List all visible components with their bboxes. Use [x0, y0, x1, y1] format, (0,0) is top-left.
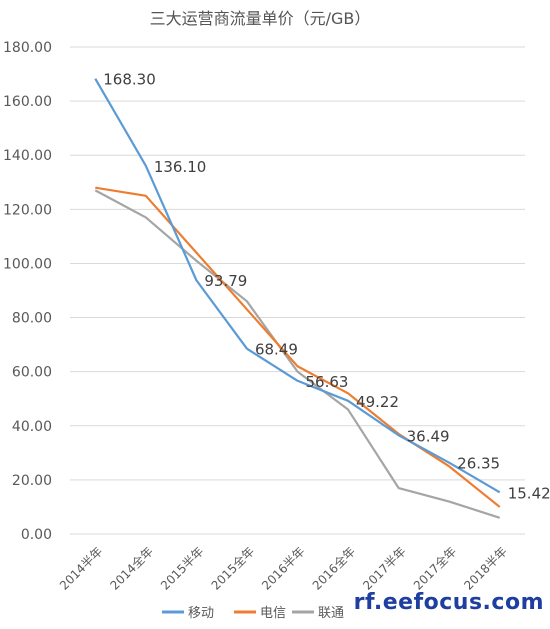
- data-label: 15.42: [508, 484, 550, 502]
- legend-label: 移动: [188, 606, 214, 621]
- y-axis: 0.00 20.00 40.00 60.00 80.00 100.00 120.00 140.…: [3, 40, 52, 543]
- data-label: 93.79: [204, 272, 247, 290]
- y-tick-label: 60.00: [12, 365, 52, 381]
- y-tick-label: 0.00: [21, 527, 52, 543]
- series-line-联通: [94, 189, 501, 519]
- y-tick-label: 160.00: [3, 94, 52, 110]
- x-tick-label: 2014半年: [57, 544, 105, 592]
- x-tick-label: 2015半年: [158, 544, 206, 592]
- x-tick-label: 2015全年: [208, 544, 257, 593]
- y-tick-label: 100.00: [3, 256, 52, 272]
- watermark-text: rf.eefocus.com: [353, 590, 544, 615]
- data-label: 136.10: [154, 158, 207, 176]
- data-label: 49.22: [356, 393, 399, 411]
- x-tick-label: 2016半年: [259, 544, 307, 592]
- series-line-电信: [95, 186, 501, 508]
- series-line-移动: [94, 78, 501, 494]
- legend: 移动 电信 联通: [162, 606, 344, 621]
- y-tick-label: 80.00: [12, 311, 52, 327]
- data-label: 168.30: [103, 71, 155, 89]
- x-tick-label: 2017半年: [360, 544, 408, 592]
- data-label: 56.63: [306, 373, 349, 391]
- x-axis: 2014半年 2014全年 2015半年 2015全年 2016半年 2016全年 2017…: [57, 544, 510, 593]
- chart-title: 三大运营商流量单价（元/GB）: [150, 9, 371, 28]
- grid-layer: [70, 46, 525, 535]
- y-tick-label: 40.00: [12, 419, 52, 435]
- x-tick-label: 2016全年: [309, 544, 358, 593]
- y-tick-label: 180.00: [3, 40, 52, 56]
- y-tick-label: 140.00: [3, 148, 52, 164]
- y-tick-label: 20.00: [12, 473, 52, 489]
- y-tick-label: 120.00: [3, 202, 52, 218]
- data-label: 26.35: [457, 455, 500, 473]
- data-label: 36.49: [407, 427, 450, 445]
- legend-label: 电信: [260, 606, 286, 621]
- data-label: 68.49: [255, 341, 298, 359]
- series-layer: [94, 78, 501, 519]
- x-tick-label: 2018半年: [461, 544, 509, 592]
- legend-label: 联通: [318, 606, 344, 621]
- x-tick-label: 2014全年: [107, 544, 156, 593]
- data-labels: 168.30 136.10 93.79 68.49 56.63 49.22 36.49 26.…: [103, 71, 550, 503]
- x-tick-label: 2017全年: [410, 544, 459, 593]
